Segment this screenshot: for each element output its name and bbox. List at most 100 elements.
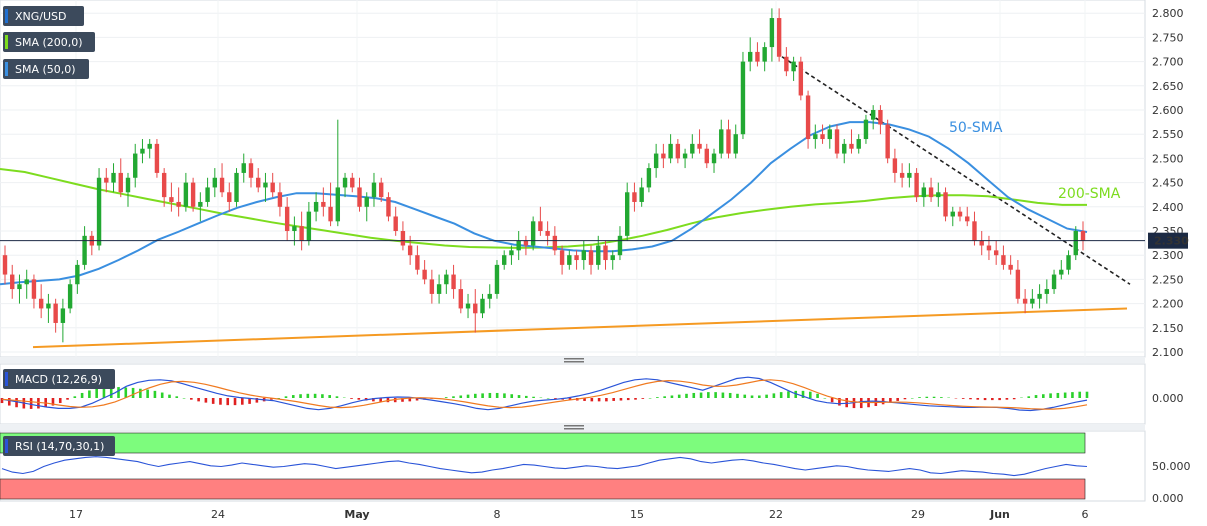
- x-tick-label: 8: [494, 508, 501, 521]
- candle-body: [147, 143, 152, 149]
- macd-bar: [1027, 396, 1031, 398]
- macd-bar: [255, 398, 259, 403]
- macd-bar: [634, 398, 637, 400]
- candle-body: [241, 163, 246, 173]
- y-tick-label: 2.250: [1152, 273, 1184, 286]
- candle-body: [219, 177, 225, 193]
- y-tick-label: 2.100: [1152, 346, 1184, 359]
- legend-sma200-swatch: [5, 35, 8, 49]
- candle-body: [965, 216, 970, 222]
- macd-bar: [699, 392, 703, 398]
- x-tick-label: May: [344, 508, 369, 521]
- candle-body: [379, 182, 384, 198]
- price-badge: [1148, 232, 1188, 249]
- candle-body: [755, 51, 760, 62]
- annotation-200-sma: 200-SMA: [1058, 186, 1121, 202]
- candle-body: [950, 211, 955, 217]
- trend-line: [781, 56, 1131, 285]
- macd-bar: [532, 396, 535, 398]
- y-tick-label: 2.700: [1152, 56, 1184, 69]
- macd-bar: [1056, 392, 1060, 398]
- macd-bar: [896, 398, 899, 401]
- legend-sma200-label: SMA (200,0): [15, 36, 83, 49]
- macd-bar: [219, 398, 222, 405]
- legend-rsi-label: RSI (14,70,30,1): [15, 440, 104, 453]
- macd-bar: [707, 392, 710, 398]
- candle-body: [523, 240, 529, 246]
- macd-bar: [7, 398, 11, 406]
- legend-sma200: SMA (200,0): [3, 32, 95, 52]
- candle-body: [1030, 298, 1035, 304]
- macd-bar: [357, 398, 361, 400]
- legend-rsi-swatch: [5, 439, 8, 453]
- candle-body: [798, 61, 804, 96]
- candle-body: [603, 245, 608, 261]
- macd-bar: [816, 393, 819, 398]
- rsi-line: [1, 456, 1088, 477]
- macd-bar: [175, 396, 179, 398]
- macd-bar: [233, 398, 237, 406]
- macd-bar: [197, 398, 200, 402]
- candle-body: [834, 129, 840, 154]
- candle-body: [82, 235, 87, 265]
- macd-bar: [1049, 393, 1052, 398]
- macd-bar: [787, 391, 790, 398]
- candle-body: [632, 192, 637, 202]
- candle-body: [921, 187, 927, 198]
- candles: [2, 8, 1086, 343]
- macd-bar: [830, 398, 834, 403]
- candle-body: [791, 61, 796, 72]
- macd-bar: [1063, 392, 1067, 398]
- macd-bar: [190, 398, 193, 400]
- candle-body: [263, 182, 268, 188]
- rsi-y-tick: 50.000: [1152, 460, 1191, 473]
- candle-body: [299, 226, 304, 241]
- divider-handle-1[interactable]: [564, 358, 584, 363]
- macd-bar: [313, 393, 317, 398]
- macd-bar: [182, 398, 186, 399]
- candle-body: [473, 303, 478, 314]
- candle-body: [386, 197, 391, 217]
- candle-body: [393, 216, 398, 231]
- macd-bar: [554, 398, 557, 399]
- candle-body: [1051, 274, 1057, 290]
- x-axis: 17 24 May 8 15 22 29 Jun 6: [69, 508, 1089, 521]
- macd-bar: [335, 396, 339, 398]
- candle-body: [335, 187, 341, 222]
- macd-bar: [160, 392, 164, 398]
- candle-body: [306, 211, 312, 241]
- candle-body: [487, 293, 492, 299]
- annotation-50-sma: 50-SMA: [949, 120, 1003, 136]
- candle-body: [429, 279, 435, 294]
- candle-body: [870, 110, 876, 120]
- macd-bar: [889, 398, 892, 403]
- candle-body: [740, 61, 746, 135]
- y-tick-label: 2.550: [1152, 128, 1184, 141]
- macd-bar: [845, 398, 848, 408]
- macd-bar: [248, 398, 251, 404]
- rsi-overbought-zone: [0, 432, 1086, 454]
- candle-body: [277, 192, 283, 207]
- candle-body: [892, 158, 898, 173]
- macd-bar: [495, 392, 499, 398]
- macd-bar: [306, 393, 310, 398]
- candle-body: [198, 201, 203, 207]
- candle-body: [776, 18, 782, 57]
- y-tick-label: 2.650: [1152, 80, 1184, 93]
- candle-body: [885, 124, 890, 159]
- current-price-line: 2.330: [0, 232, 1189, 249]
- macd-bar: [58, 398, 62, 404]
- x-tick-label: 24: [211, 508, 225, 521]
- candle-body: [183, 182, 189, 207]
- candle-body: [784, 56, 789, 72]
- macd-bar: [583, 398, 586, 401]
- macd-bar: [466, 394, 470, 398]
- macd-bar: [903, 398, 907, 400]
- candle-body: [169, 197, 174, 202]
- candle-body: [979, 240, 984, 246]
- candle-body: [936, 192, 941, 198]
- macd-bar: [444, 397, 448, 398]
- candle-body: [567, 255, 572, 265]
- divider-handle-2[interactable]: [564, 425, 584, 430]
- sma-50-line: [0, 121, 1088, 286]
